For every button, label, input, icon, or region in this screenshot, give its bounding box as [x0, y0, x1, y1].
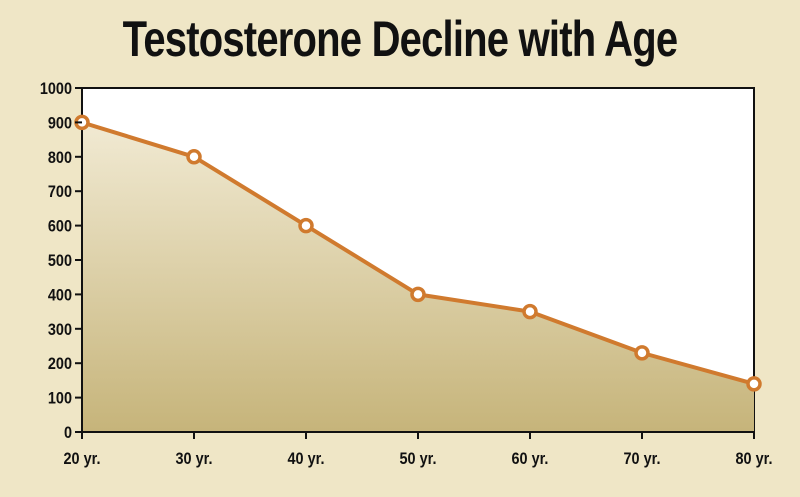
x-tick-label: 70 yr. [624, 450, 661, 468]
y-tick-label: 200 [48, 355, 72, 373]
data-point [746, 376, 762, 392]
x-tick-label: 50 yr. [400, 450, 437, 468]
y-tick-label: 900 [48, 114, 72, 132]
data-point [186, 149, 202, 165]
y-tick-label: 0 [64, 424, 72, 442]
x-tick-label: 40 yr. [288, 450, 325, 468]
data-point [298, 217, 314, 234]
data-point [410, 286, 426, 303]
x-tick-label: 80 yr. [736, 450, 773, 468]
data-point [522, 303, 538, 320]
area-fill [82, 122, 754, 433]
y-tick-label: 1000 [40, 80, 72, 98]
chart-title: Testosterone Decline with Age [122, 11, 679, 67]
y-tick-label: 100 [48, 390, 72, 408]
x-tick-label: 30 yr. [176, 450, 213, 468]
data-point [634, 345, 650, 361]
y-tick-label: 600 [48, 218, 72, 236]
y-tick-label: 400 [48, 286, 72, 304]
y-tick-label: 700 [48, 183, 72, 201]
x-tick-label: 60 yr. [512, 450, 549, 468]
y-tick-label: 800 [48, 149, 72, 167]
y-tick-label: 300 [48, 321, 72, 339]
x-tick-label: 20 yr. [64, 450, 101, 468]
y-tick-label: 500 [48, 252, 72, 270]
